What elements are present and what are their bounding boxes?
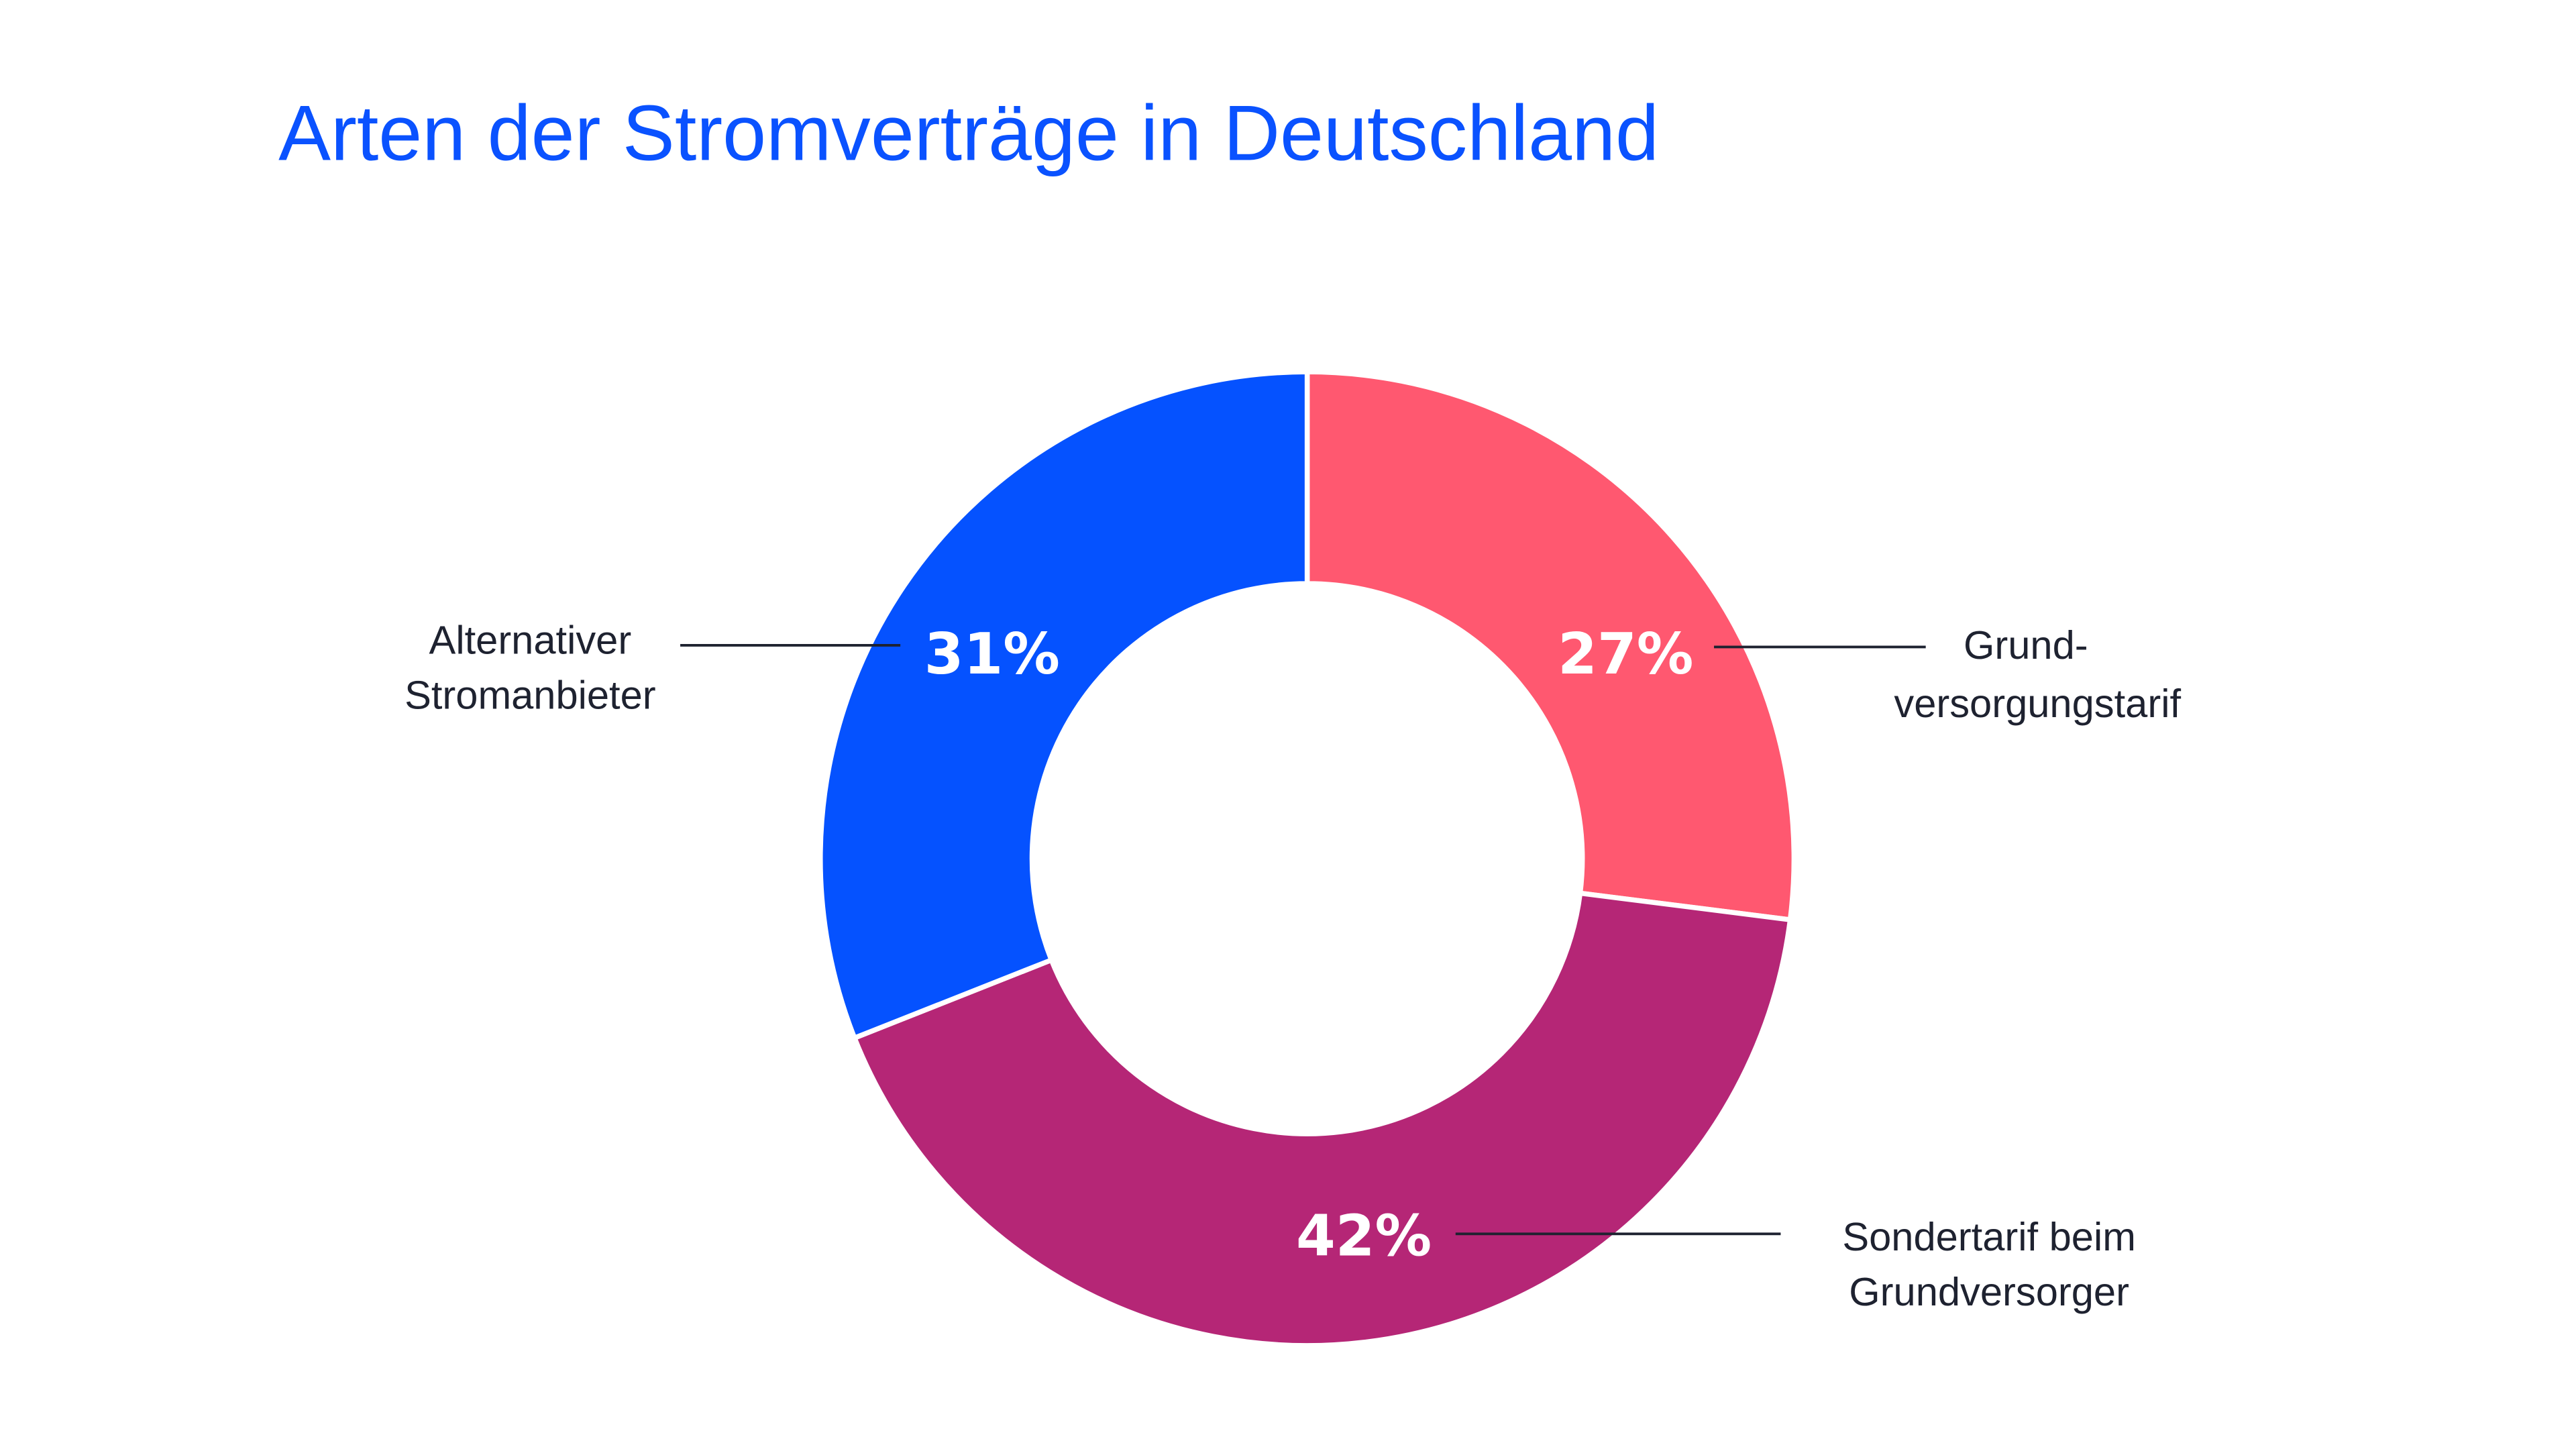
donut-slice-1 [1304,369,1797,923]
chart-title: Arten der Stromverträge in Deutschland [278,89,1659,177]
donut-slice-3 [818,369,1310,1042]
slice-label-grundversorgung-1: Grund- [1964,623,2088,667]
slice-label-grundversorgung-2: versorgungstarif [1894,681,2181,726]
slice-label-sondertarif-1: Sondertarif beim [1842,1214,2136,1259]
donut [818,369,1797,1348]
value-label-alternativ: 31% [924,621,1060,687]
donut-slice-2 [851,890,1793,1348]
value-label-grundversorgung: 27% [1558,621,1693,687]
value-label-sondertarif: 42% [1296,1203,1432,1269]
slice-label-alternativ-2: Stromanbieter [405,672,656,717]
slice-label-sondertarif-2: Grundversorger [1849,1269,2129,1314]
slice-label-alternativ-1: Alternativer [429,617,632,662]
